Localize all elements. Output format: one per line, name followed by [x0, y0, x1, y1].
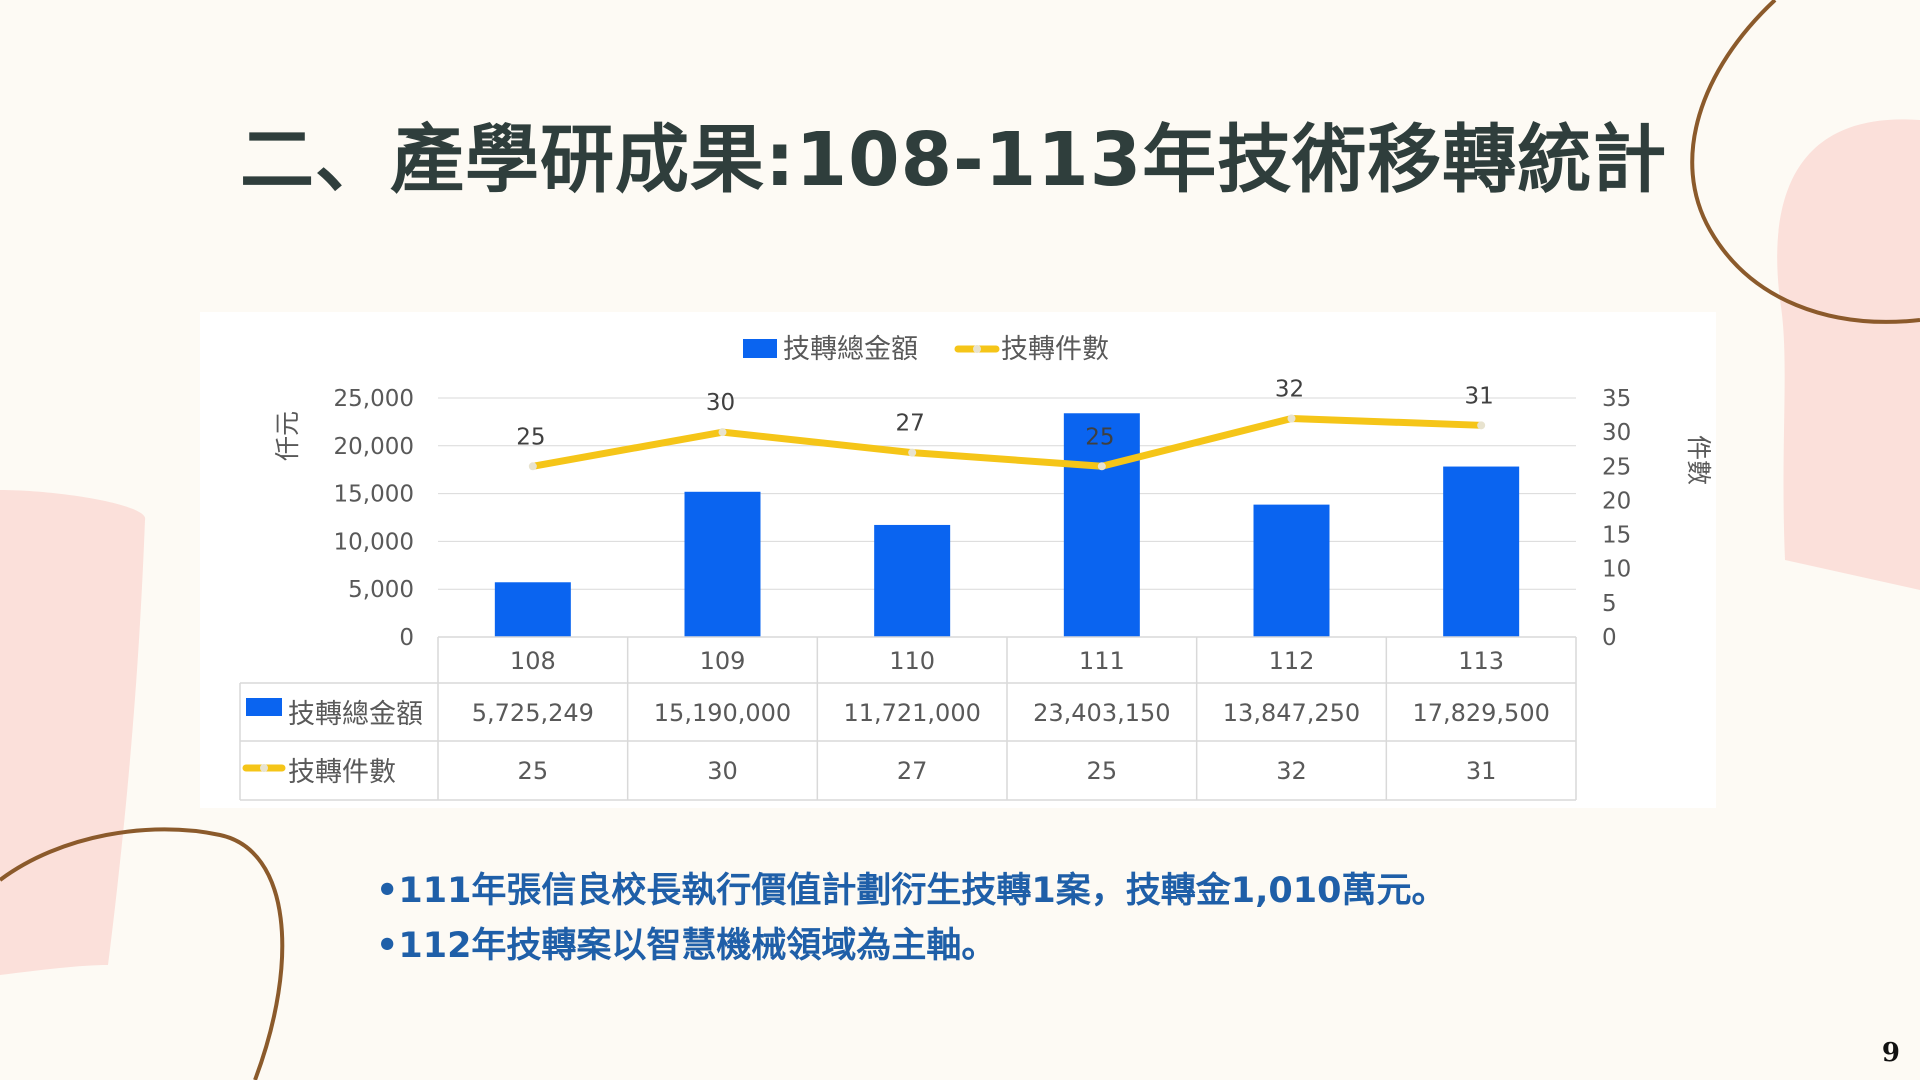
- decor-blob-right: [1777, 119, 1920, 590]
- y2-tick-label: 20: [1602, 488, 1631, 514]
- line-data-label: 32: [1275, 376, 1304, 402]
- line-data-label: 25: [516, 424, 545, 450]
- x-tick-label: 113: [1458, 647, 1504, 675]
- table-key-marker: [260, 764, 268, 772]
- bar: [494, 582, 571, 637]
- x-tick-label: 108: [510, 647, 556, 675]
- table-row-label: 技轉總金額: [288, 699, 423, 730]
- bar: [874, 524, 951, 637]
- y-tick-label: 25,000: [334, 386, 414, 412]
- table-cell-amount: 23,403,150: [1033, 699, 1170, 727]
- bar: [1443, 466, 1520, 637]
- table-cell-amount: 15,190,000: [654, 699, 791, 727]
- decor-arc-bottom-left: [0, 827, 285, 1080]
- table-row-label: 技轉件數: [288, 757, 396, 788]
- line-data-label: 27: [896, 411, 925, 437]
- y-tick-label: 20,000: [334, 434, 414, 460]
- bar: [1063, 413, 1140, 637]
- table-cell-count: 25: [1087, 757, 1118, 785]
- x-tick-label: 111: [1079, 647, 1125, 675]
- notes: •111年張信良校長執行價值計劃衍生技轉1案，技轉金1,010萬元。 •112年…: [376, 864, 1676, 974]
- y-tick-label: 0: [399, 625, 414, 651]
- table-cell-amount: 13,847,250: [1223, 699, 1360, 727]
- table-cell-count: 27: [897, 757, 928, 785]
- y-tick-label: 5,000: [348, 577, 414, 603]
- line-point: [528, 462, 537, 471]
- table-cell-amount: 11,721,000: [843, 699, 980, 727]
- decor-blob-left: [0, 490, 146, 975]
- legend-swatch-marker: [973, 345, 981, 353]
- chart-panel: 25,000 20,000 15,000 10,000 5,000 0 35 30 25 20 15…: [200, 312, 1716, 808]
- line-point: [908, 448, 917, 457]
- y2-tick-label: 15: [1602, 523, 1631, 549]
- table-cell-amount: 17,829,500: [1412, 699, 1549, 727]
- legend-label: 技轉件數: [1001, 334, 1109, 365]
- bar: [684, 491, 761, 637]
- y2-tick-label: 5: [1602, 591, 1617, 617]
- y-tick-label: 15,000: [334, 482, 414, 508]
- line-data-label: 25: [1085, 424, 1114, 450]
- line-point: [1287, 414, 1296, 423]
- x-tick-label: 112: [1269, 647, 1315, 675]
- legend-swatch-bar: [743, 339, 777, 358]
- table-cell-count: 31: [1466, 757, 1497, 785]
- y2-tick-label: 30: [1602, 420, 1631, 446]
- y-axis-title: 仟元: [273, 411, 302, 461]
- line-data-label: 30: [706, 390, 735, 416]
- note-item: •111年張信良校長執行價值計劃衍生技轉1案，技轉金1,010萬元。: [376, 871, 1447, 911]
- page-number: 9: [1881, 1038, 1900, 1068]
- line-data-label: 31: [1465, 383, 1494, 409]
- y2-axis-title: 件數: [1684, 435, 1713, 485]
- table-cell-amount: 5,725,249: [472, 699, 594, 727]
- y2-tick-label: 35: [1602, 386, 1631, 412]
- combo-chart: 25,000 20,000 15,000 10,000 5,000 0 35 30 25 20 15…: [239, 334, 1713, 801]
- table-cell-count: 25: [518, 757, 549, 785]
- line-point: [1477, 421, 1486, 430]
- y2-tick-label: 0: [1602, 625, 1617, 651]
- slide-title: 二、產學研成果:108-113年技術移轉統計: [240, 117, 1668, 203]
- line-point: [718, 428, 727, 437]
- y2-tick-label: 25: [1602, 454, 1631, 480]
- y-tick-label: 10,000: [334, 529, 414, 555]
- x-tick-label: 110: [889, 647, 935, 675]
- table-cell-count: 30: [707, 757, 738, 785]
- bar: [1253, 504, 1330, 637]
- note-item: •112年技轉案以智慧機械領域為主軸。: [376, 926, 997, 966]
- line-point: [1097, 462, 1106, 471]
- legend-label: 技轉總金額: [783, 334, 918, 365]
- decor-arc-top-right: [1690, 0, 1920, 324]
- table-cell-count: 32: [1276, 757, 1307, 785]
- table-key-bar: [246, 698, 282, 716]
- y2-tick-label: 10: [1602, 557, 1631, 583]
- line-series: [529, 414, 1485, 470]
- x-tick-label: 109: [700, 647, 746, 675]
